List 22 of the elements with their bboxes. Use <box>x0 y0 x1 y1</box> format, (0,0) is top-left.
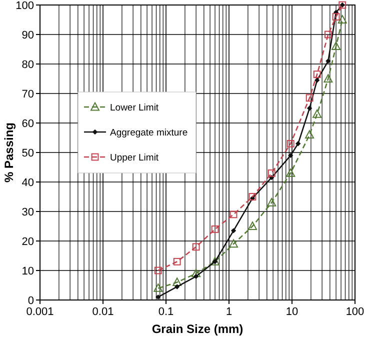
x-tick-label: 0.1 <box>158 306 174 318</box>
y-tick-label: 60 <box>22 118 34 130</box>
y-tick-label: 90 <box>22 30 34 42</box>
y-tick-label: 30 <box>22 206 34 218</box>
x-tick-label: 0.01 <box>92 306 114 318</box>
y-tick-label: 40 <box>22 177 34 189</box>
x-axis-title: Grain Size (mm) <box>152 322 244 336</box>
x-tick-label: 10 <box>286 306 298 318</box>
y-tick-label: 20 <box>22 236 34 248</box>
x-tick-label: 100 <box>346 306 364 318</box>
x-tick-label: 1 <box>226 306 232 318</box>
y-tick-label: 70 <box>22 88 34 100</box>
y-tick-label: 0 <box>28 295 34 307</box>
x-tick-label: 0.001 <box>26 306 54 318</box>
y-tick-label: 10 <box>22 266 34 278</box>
legend-label: Upper Limit <box>110 152 159 164</box>
y-tick-label: 80 <box>22 59 34 71</box>
y-axis-title: % Passing <box>2 122 16 183</box>
y-tick-label: 100 <box>16 0 34 12</box>
legend-label: Lower Limit <box>110 102 159 114</box>
y-tick-label: 50 <box>22 148 34 160</box>
legend-label: Aggregate mixture <box>110 128 188 138</box>
